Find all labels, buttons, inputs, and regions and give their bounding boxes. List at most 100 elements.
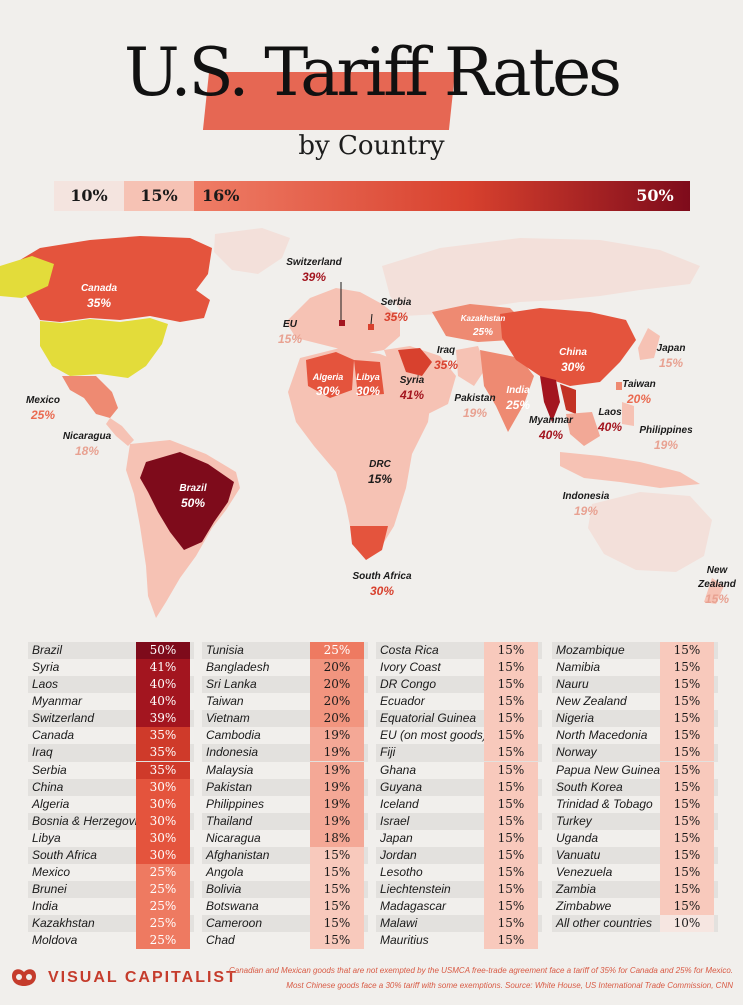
tariff-rate: 15% [310,846,364,864]
map-label-laos: Laos 40% [597,407,623,434]
brazil-shape [140,452,234,550]
table-row: Afghanistan 15% [202,846,368,865]
country-name: Botswana [206,899,259,914]
tariff-rate: 15% [660,710,714,728]
table-row: Syria 41% [28,659,194,677]
table-row: All other countries 10% [552,915,718,933]
tariff-rate: 20% [310,710,364,728]
tariff-rate: 15% [660,881,714,899]
tariff-rate: 15% [660,846,714,864]
tariff-rate: 19% [310,744,364,762]
tariff-rate: 35% [136,744,190,762]
table-row: South Korea 15% [552,778,718,796]
table-row: Ivory Coast 15% [376,659,542,677]
table-row: Taiwan 20% [202,693,368,711]
laos-shape [560,384,576,414]
serbia-shape [368,324,374,330]
country-name: Trinidad & Tobago [556,796,653,811]
country-name: Ghana [380,762,417,777]
table-row: Laos 40% [28,676,194,694]
country-name: Laos [32,677,59,692]
tariff-rate: 15% [484,881,538,899]
country-name: India [32,899,59,914]
table-row: Tunisia 25% [202,642,368,660]
country-name: Myanmar [32,694,83,709]
table-row: Brazil 50% [28,642,194,660]
table-row: Cambodia 19% [202,727,368,745]
map-label-syria: Syria 41% [399,375,425,402]
table-column-2: Tunisia 25% Bangladesh 20% Sri Lanka 20% Taiwa… [202,642,368,950]
africa-shape [288,348,432,560]
country-name: Cambodia [206,728,261,743]
table-row: Bosnia & Herzegovina 30% [28,812,194,830]
usa-shape [40,318,168,378]
tariff-rate: 15% [484,932,538,950]
country-name: Nigeria [556,711,595,726]
greenland-shape [214,228,290,274]
country-name: Taiwan [206,694,244,709]
country-name: Madagascar [380,899,447,914]
table-row: Uganda 15% [552,829,718,847]
country-name: Canada [32,728,75,743]
country-name: Kazakhstan [32,916,95,931]
country-name: Mauritius [380,933,429,948]
table-column-4: Mozambique 15% Namibia 15% Nauru 15% New Zeala… [552,642,718,933]
country-name: Jordan [380,847,417,862]
table-column-3: Costa Rica 15% Ivory Coast 15% DR Congo 15% Ec… [376,642,542,950]
map-label-indonesia: Indonesia 19% [562,491,610,518]
country-name: Serbia [32,762,67,777]
map-label-china: China 30% [559,347,587,374]
country-name: Vietnam [206,711,250,726]
tariff-rate: 15% [660,812,714,830]
tariff-rate: 30% [136,812,190,830]
tariff-rate: 15% [660,795,714,813]
map-label-myanmar: Myanmar 40% [529,415,573,442]
table-row: EU (on most goods) 15% [376,727,542,745]
tariff-rate: 19% [310,795,364,813]
table-row: Philippines 19% [202,795,368,813]
country-name: Ecuador [380,694,425,709]
tariff-rate: 25% [136,881,190,899]
table-row: Malawi 15% [376,915,542,933]
tariff-rate: 40% [136,693,190,711]
tariff-rate: 15% [484,829,538,847]
footnote-line-2: Most Chinese goods face a 30% tariff wit… [286,981,733,990]
table-row: Iceland 15% [376,795,542,813]
tariff-rate: 19% [310,727,364,745]
country-name: Bangladesh [206,660,270,675]
tariff-rate: 35% [136,727,190,745]
table-row: Bangladesh 20% [202,659,368,677]
map-label-algeria: Algeria 30% [312,372,344,398]
tariff-rate: 15% [484,846,538,864]
table-row: Sri Lanka 20% [202,676,368,694]
switzerland-shape [339,320,345,326]
table-row: Angola 15% [202,864,368,882]
table-row: Nigeria 15% [552,710,718,728]
pakistan-shape [456,346,486,386]
country-name: Syria [32,660,60,675]
legend-16: 16% [194,181,690,211]
country-name: Nicaragua [206,830,261,845]
table-row: Namibia 15% [552,659,718,677]
table-row: Ecuador 15% [376,693,542,711]
japan-shape [638,328,660,360]
world-map-svg [0,228,724,618]
table-row: Costa Rica 15% [376,642,542,660]
map-label-philippines: Philippines 19% [639,425,693,452]
tariff-rate: 25% [136,915,190,933]
tariff-rate: 19% [310,761,364,779]
country-name: Bosnia & Herzegovina [32,813,151,828]
se-asia-shape [566,412,600,446]
table-row: India 25% [28,898,194,916]
country-name: Moldova [32,933,78,948]
color-legend: 10% 15% 16% 50% [54,181,690,211]
tariff-rate: 15% [660,659,714,677]
table-row: Serbia 35% [28,761,194,779]
map-label-iraq: Iraq 35% [433,345,459,372]
table-row: Israel 15% [376,812,542,830]
table-row: Thailand 19% [202,812,368,830]
country-name: Guyana [380,779,423,794]
myanmar-shape [540,376,560,422]
table-row: Chad 15% [202,932,368,950]
map-label-kazakhstan: Kazakhstan 25% [460,314,506,338]
